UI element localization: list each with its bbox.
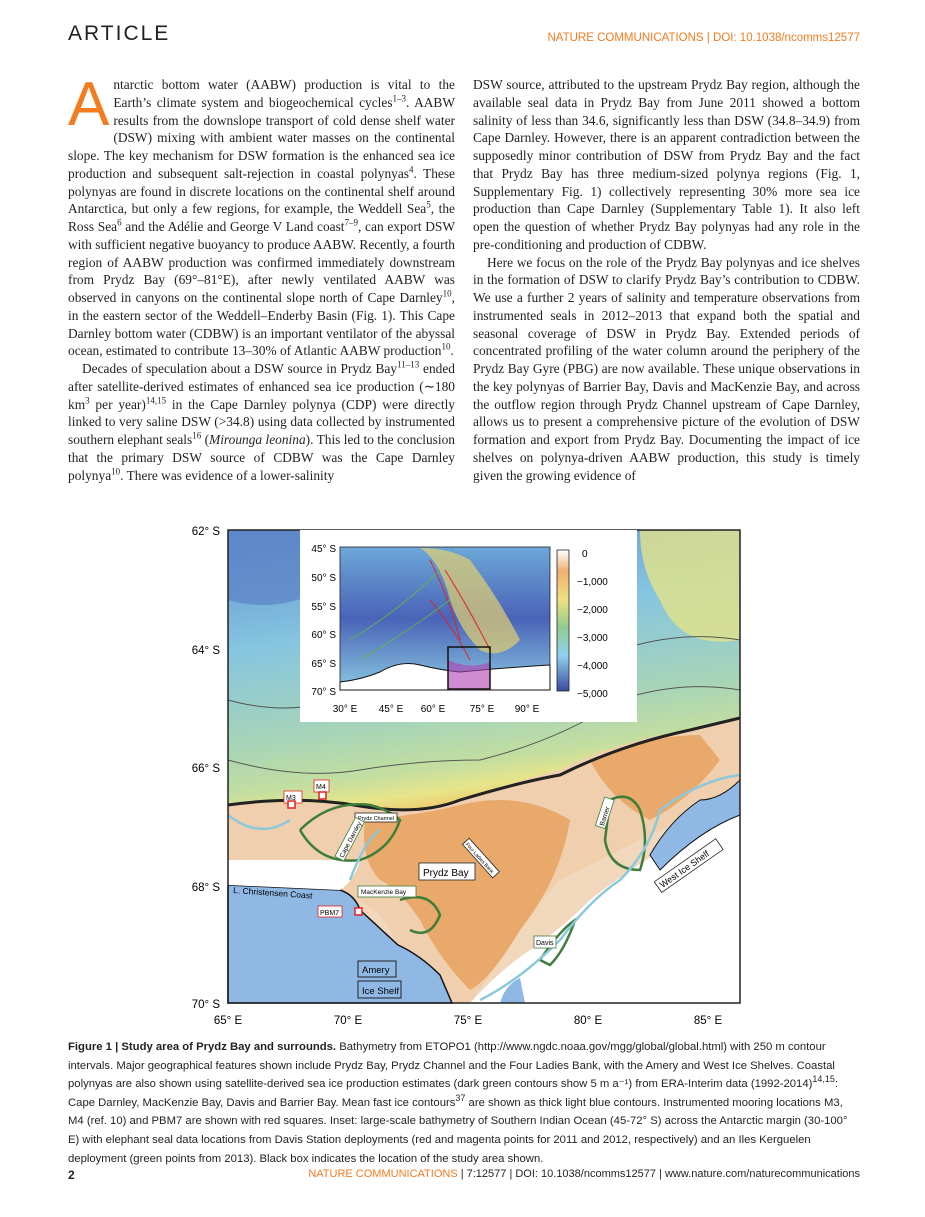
label-ice-shelf: Ice Shelf: [362, 986, 399, 997]
inset-lat-tick: 70° S: [311, 687, 336, 698]
mooring-pbm7: [354, 907, 363, 916]
lat-tick: 68° S: [192, 882, 221, 894]
right-column: DSW source, attributed to the upstream P…: [473, 76, 860, 484]
inset-lat-tick: 50° S: [311, 573, 336, 584]
figure-caption: Figure 1 | Study area of Prydz Bay and s…: [68, 1041, 848, 1165]
label-davis: Davis: [536, 940, 554, 947]
lat-axis: 62° S 64° S 66° S 68° S 70° S: [192, 526, 221, 1011]
study-area-box: [447, 646, 491, 690]
page-footer: 2 NATURE COMMUNICATIONS | 7:12577 | DOI:…: [68, 1168, 860, 1182]
lon-axis: 65° E 70° E 75° E 80° E 85° E: [214, 1015, 723, 1027]
inset-lon-tick: 75° E: [470, 704, 495, 715]
citation[interactable]: 37: [455, 1093, 466, 1104]
citation[interactable]: 10: [442, 288, 452, 299]
page-number: 2: [68, 1168, 75, 1182]
colorbar-tick: −1,000: [577, 577, 608, 588]
label-pbm7: PBM7: [320, 910, 339, 917]
drop-cap: A: [68, 70, 110, 139]
label-mackenzie-bay: MacKenzie Bay: [361, 889, 407, 896]
citation[interactable]: 10: [441, 341, 451, 352]
label-m3: M3: [286, 795, 296, 802]
citation[interactable]: 1–3: [392, 93, 407, 104]
figure-1-map: 62° S 64° S 66° S 68° S 70° S 65° E 70° …: [192, 526, 741, 1027]
inset-lon-tick: 60° E: [421, 704, 446, 715]
paragraph-4: Here we focus on the role of the Prydz B…: [473, 254, 860, 483]
inset-lat-axis: 45° S 50° S 55° S 60° S 65° S 70° S: [311, 544, 336, 698]
citation[interactable]: 14,15: [145, 395, 167, 406]
polynya-contour-cape-darnley: [298, 803, 402, 862]
footer-journal: NATURE COMMUNICATIONS: [308, 1168, 458, 1180]
lat-tick: 70° S: [192, 999, 221, 1011]
polynya-contour-barrier: [603, 795, 647, 872]
mooring-m4: [318, 791, 327, 800]
citation[interactable]: 5: [426, 199, 431, 210]
label-m4: M4: [316, 784, 326, 791]
label-prydz-bay: Prydz Bay: [423, 868, 469, 879]
inset-lon-tick: 45° E: [379, 704, 404, 715]
paragraph-3: DSW source, attributed to the upstream P…: [473, 77, 860, 252]
label-amery: Amery: [362, 965, 390, 976]
mooring-m3: [287, 800, 296, 809]
colorbar-tick: −2,000: [577, 605, 608, 616]
colorbar-ticks: 0 −1,000 −2,000 −3,000 −4,000 −5,000: [577, 549, 608, 700]
inset-lat-tick: 60° S: [311, 630, 336, 641]
journal-doi-header: NATURE COMMUNICATIONS | DOI: 10.1038/nco…: [547, 32, 860, 44]
inset-lon-tick: 90° E: [515, 704, 540, 715]
citation[interactable]: 4: [409, 164, 414, 175]
citation[interactable]: 11–13: [397, 359, 420, 370]
inset-lon-tick: 30° E: [333, 704, 358, 715]
colorbar-tick: −5,000: [577, 689, 608, 700]
citation[interactable]: 16: [192, 430, 202, 441]
section-label: ARTICLE: [68, 22, 171, 45]
footer-info: | 7:12577 | DOI: 10.1038/ncomms12577 | w…: [457, 1168, 860, 1180]
lat-tick: 62° S: [192, 526, 221, 538]
citation[interactable]: 10: [111, 466, 121, 477]
inset-lat-tick: 45° S: [311, 544, 336, 555]
lon-tick: 80° E: [574, 1015, 603, 1027]
citation[interactable]: 14,15: [812, 1074, 835, 1085]
caption-title: Figure 1 | Study area of Prydz Bay and s…: [68, 1041, 337, 1053]
lon-tick: 65° E: [214, 1015, 243, 1027]
lon-tick: 70° E: [334, 1015, 363, 1027]
inset-lat-tick: 55° S: [311, 602, 336, 613]
lon-tick: 85° E: [694, 1015, 723, 1027]
lon-tick: 75° E: [454, 1015, 483, 1027]
lat-tick: 66° S: [192, 763, 221, 775]
colorbar-tick: −3,000: [577, 633, 608, 644]
inset-lat-tick: 65° S: [311, 659, 336, 670]
colorbar-tick: 0: [582, 549, 588, 560]
lat-tick: 64° S: [192, 645, 221, 657]
colorbar: [556, 549, 570, 692]
citation[interactable]: 6: [117, 217, 122, 228]
fast-ice-contour: [227, 773, 741, 1002]
label-prydz-channel: Prydz Channel: [358, 816, 394, 822]
colorbar-tick: −4,000: [577, 661, 608, 672]
inset-lon-axis: 30° E 45° E 60° E 75° E 90° E: [333, 704, 540, 715]
citation[interactable]: 7–9: [344, 217, 359, 228]
inset-map: [300, 530, 637, 722]
paragraph-2: Decades of speculation about a DSW sourc…: [68, 359, 456, 483]
